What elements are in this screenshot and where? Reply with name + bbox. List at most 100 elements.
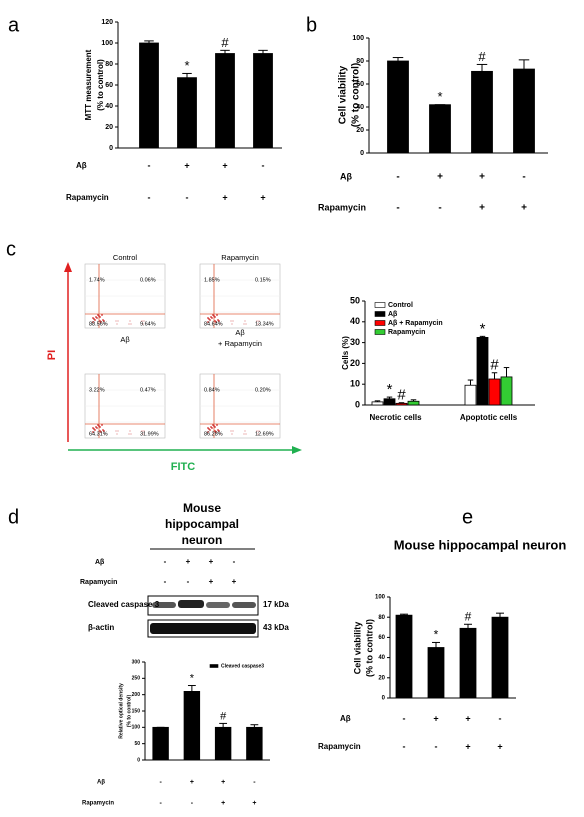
quadrant-percent: 0.47% [140, 387, 156, 393]
y-tick-label: 100 [101, 40, 113, 47]
cell-dot [207, 321, 209, 323]
cell-dot [99, 430, 101, 432]
cell-dot [207, 317, 209, 319]
cell-dot [257, 433, 259, 435]
cell-dot [117, 430, 119, 432]
y-tick-label: 50 [134, 741, 140, 747]
cell-dot [219, 433, 221, 435]
cell-dot [245, 323, 247, 325]
treatment-mark: + [221, 779, 225, 786]
treatment-mark: - [403, 741, 406, 751]
treatment-mark: - [435, 741, 438, 751]
quadrant-percent: 86.28% [204, 431, 223, 437]
cell-dot [207, 427, 209, 429]
cell-dot [92, 317, 94, 319]
y-tick-label: 40 [105, 103, 113, 110]
cell-dot [231, 323, 233, 325]
y-tick-label: 40 [356, 104, 364, 111]
cell-dot [217, 429, 219, 431]
blot-title: hippocampal [165, 517, 239, 531]
bar [464, 384, 477, 406]
bar [253, 53, 273, 149]
treatment-mark: + [222, 192, 227, 202]
annotation: * [190, 672, 195, 684]
bar [383, 398, 396, 406]
y-tick-label: 120 [101, 19, 113, 26]
y-axis-label: (% to control) [351, 63, 362, 127]
quadrant-percent: 84.64% [204, 321, 223, 327]
y-axis-label: Cell viability [338, 65, 349, 124]
cell-dot [245, 433, 247, 435]
treatment-mark: - [522, 172, 525, 183]
treatment-mark: + [433, 713, 438, 723]
y-tick-label: 250 [132, 676, 141, 682]
y-tick-label: 60 [105, 82, 113, 89]
cell-dot [258, 320, 260, 322]
annotation: # [465, 609, 472, 623]
annotation: # [221, 35, 229, 50]
cell-dot [104, 323, 106, 325]
bar [215, 53, 235, 149]
cell-dot [232, 320, 234, 322]
legend-label: Cleaved caspase3 [221, 663, 264, 669]
y-tick-label: 200 [132, 692, 141, 698]
cell-dot [141, 320, 143, 322]
y-tick-label: 150 [132, 708, 141, 714]
blot-title: neuron [182, 533, 223, 547]
y-axis-label: (% to control) [364, 619, 374, 677]
cell-dot [214, 320, 216, 322]
y-tick-label: 40 [378, 655, 385, 661]
band-name: β-actin [88, 623, 114, 632]
band [178, 600, 204, 608]
cell-dot [219, 323, 221, 325]
bar [471, 70, 493, 154]
bar [488, 378, 501, 406]
treatment-mark: + [437, 172, 443, 183]
treatment-mark: + [521, 203, 527, 214]
x-tick-label: Apoptotic cells [460, 413, 518, 422]
legend-label: Aβ [388, 311, 398, 318]
y-tick-label: 0 [109, 145, 113, 152]
treatment-mark: - [164, 557, 167, 566]
quadrant-percent: 64.31% [89, 431, 108, 437]
plot-title: Aβ [235, 328, 245, 337]
annotation: # [490, 357, 499, 374]
y-tick-label: 80 [356, 58, 364, 65]
cell-dot [129, 430, 131, 432]
annotation: # [220, 710, 227, 722]
cell-dot [256, 430, 258, 432]
quadrant-percent: 0.20% [255, 387, 271, 393]
y-tick-label: 0 [355, 399, 360, 409]
cell-dot [142, 323, 144, 325]
panel-label: c [6, 238, 16, 260]
y-tick-label: 60 [378, 635, 385, 641]
plot-title: Aβ [120, 335, 130, 344]
panel-label: e [462, 506, 473, 528]
y-tick-label: 20 [378, 675, 385, 681]
treatment-mark: - [403, 713, 406, 723]
cell-dot [212, 424, 214, 426]
treatment-mark: + [209, 577, 214, 586]
bar [491, 616, 509, 699]
bar [139, 42, 159, 149]
treatment-name: Rapamycin [80, 579, 117, 586]
y-tick-label: 10 [350, 379, 360, 389]
y-tick-label: 60 [356, 81, 364, 88]
y-axis-label: (% to control) [126, 695, 132, 728]
treatment-mark: - [233, 557, 236, 566]
cell-dot [115, 430, 117, 432]
treatment-mark: - [262, 160, 265, 170]
plot-title: Rapamycin [221, 253, 259, 262]
treatment-mark: - [159, 800, 162, 807]
y-tick-label: 0 [360, 150, 364, 157]
cell-dot [95, 426, 97, 428]
treatment-mark: - [191, 800, 194, 807]
cell-dot [97, 314, 99, 316]
cell-dot [102, 429, 104, 431]
chart-title: Mouse hippocampal neuron [394, 537, 567, 552]
band [152, 602, 176, 608]
quadrant-percent: 1.74% [89, 277, 105, 283]
cell-dot [129, 320, 131, 322]
legend-swatch [209, 664, 219, 668]
